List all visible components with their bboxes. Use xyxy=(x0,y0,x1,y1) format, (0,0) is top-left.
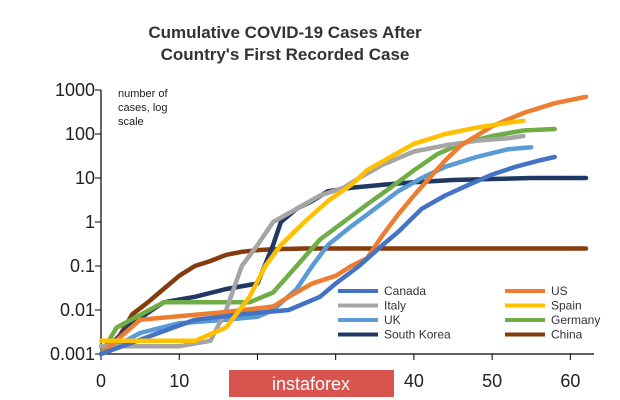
series-line-canada xyxy=(98,154,557,357)
legend-label: Germany xyxy=(551,313,600,327)
x-tick-label: 40 xyxy=(404,371,424,391)
watermark-banner xyxy=(229,370,394,397)
y-axis-label-line: scale xyxy=(118,116,144,128)
series-line-uk xyxy=(98,144,534,357)
legend: Canada US Italy Spain UK Germany South Korea Ch… xyxy=(338,284,600,342)
y-tick-label: 100 xyxy=(65,124,95,144)
chart-title-line: Cumulative COVID-19 Cases After xyxy=(148,23,422,42)
y-tick-label: 10 xyxy=(75,168,95,188)
watermark-text: instaforex xyxy=(272,374,350,394)
legend-label: Italy xyxy=(384,299,406,313)
legend-label: US xyxy=(551,284,568,298)
chart-title: Cumulative COVID-19 Cases After Country's… xyxy=(148,23,422,64)
x-tick-label: 0 xyxy=(96,371,106,391)
series-line-germany xyxy=(98,126,557,357)
series-line-spain xyxy=(98,118,526,344)
series-line-china xyxy=(98,246,589,357)
legend-label: China xyxy=(551,328,583,342)
chart-title-line: Country's First Recorded Case xyxy=(161,45,410,64)
x-tick-label: 10 xyxy=(169,371,189,391)
plot-area xyxy=(98,94,589,357)
legend-label: Spain xyxy=(551,299,582,313)
y-axis-label: number of cases, log scale xyxy=(118,88,168,128)
x-tick-label: 60 xyxy=(560,371,580,391)
y-tick-label: 0.1 xyxy=(70,256,95,276)
y-tick-label: 0.001 xyxy=(50,344,95,364)
watermark: instaforex xyxy=(229,370,394,397)
series-line-italy xyxy=(98,133,526,349)
y-tick-label: 1 xyxy=(85,212,95,232)
legend-label: Canada xyxy=(384,284,426,298)
y-tick-label: 0.01 xyxy=(60,300,95,320)
legend-label: UK xyxy=(384,313,401,327)
y-axis-label-line: cases, log xyxy=(118,102,168,114)
y-tick-label: 1000 xyxy=(55,80,95,100)
y-axis-label-line: number of xyxy=(118,88,168,100)
x-tick-label: 50 xyxy=(482,371,502,391)
legend-label: South Korea xyxy=(384,328,451,342)
